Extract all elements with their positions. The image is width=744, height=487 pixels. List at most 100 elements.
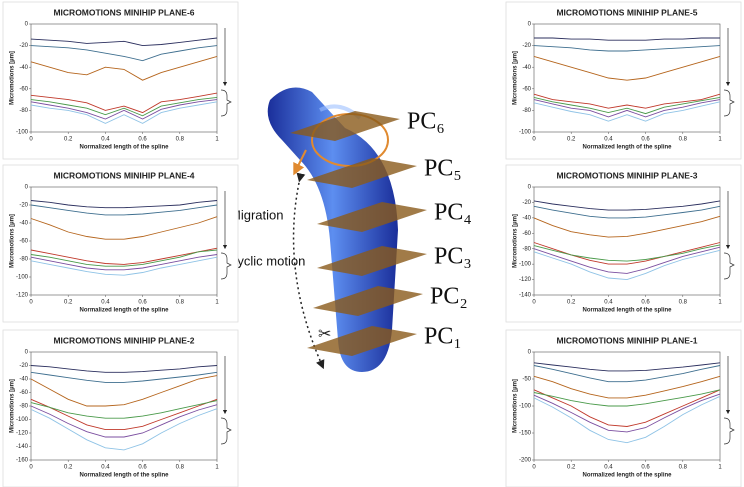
- y-tick-label: -60: [522, 86, 531, 92]
- x-tick-label: 0.2: [64, 465, 73, 471]
- series-line: [533, 93, 721, 109]
- y-tick-label: -100: [519, 262, 532, 268]
- planes: PC₆ PC₅ PC₄ PC₃ PC₂ PC₁ Migration Cyclic motion: [228, 109, 472, 356]
- y-tick-label: -100: [16, 417, 29, 423]
- panel-frame: [505, 329, 742, 487]
- series-line: [30, 92, 218, 114]
- y-tick-label: -20: [19, 43, 28, 49]
- x-axis-label: Normalized length of the spline: [79, 473, 169, 479]
- x-tick-label: 0.2: [64, 300, 73, 306]
- series-line: [30, 365, 218, 373]
- y-tick-label: -20: [522, 200, 531, 206]
- y-tick-label: -40: [522, 65, 531, 71]
- x-axis-label: Normalized length of the spline: [582, 308, 672, 314]
- series-line: [533, 395, 721, 444]
- x-tick-label: 0.6: [138, 465, 147, 471]
- panel-frame: [2, 329, 239, 487]
- series-line: [533, 242, 721, 265]
- cyclic-brace: [220, 89, 232, 117]
- y-tick-label: -40: [19, 377, 28, 383]
- y-tick-label: -100: [519, 404, 532, 410]
- x-tick-label: 0.8: [176, 137, 185, 143]
- y-tick-label: -160: [16, 458, 29, 464]
- x-tick-label: 0.8: [176, 465, 185, 471]
- series-line: [30, 249, 218, 267]
- series-line: [30, 55, 218, 81]
- x-axis-label: Normalized length of the spline: [582, 145, 672, 151]
- y-tick-label: -60: [19, 390, 28, 396]
- plot-area: [533, 186, 721, 296]
- series-line: [533, 389, 721, 407]
- x-tick-label: 1: [215, 137, 219, 143]
- y-tick-label: -40: [522, 215, 531, 221]
- y-tick-label: -140: [519, 293, 532, 299]
- series-line: [30, 216, 218, 240]
- y-tick-label: -80: [19, 257, 28, 263]
- y-tick-label: -20: [522, 43, 531, 49]
- y-tick-label: -100: [519, 130, 532, 136]
- plot-area: [30, 23, 218, 133]
- y-tick-label: 0: [25, 22, 29, 28]
- y-tick-label: -120: [16, 293, 29, 299]
- series-line: [30, 375, 218, 407]
- y-tick-label: -20: [19, 363, 28, 369]
- x-tick-label: 0: [532, 300, 536, 306]
- plane-label: PC₆: [407, 109, 445, 135]
- series-line: [30, 45, 218, 62]
- y-axis-label: Micromotions [µm]: [10, 379, 16, 433]
- series-line: [533, 215, 721, 238]
- y-tick-label: -140: [16, 444, 29, 450]
- chart-title: MICROMOTIONS MINIHIP PLANE-2: [53, 335, 194, 345]
- series-line: [533, 205, 721, 219]
- series-line: [533, 249, 721, 281]
- scissors-icon: ✂: [318, 326, 331, 343]
- chart-title: MICROMOTIONS MINIHIP PLANE-4: [53, 170, 194, 180]
- y-axis-label: Micromotions [µm]: [10, 51, 16, 105]
- series-line: [534, 37, 720, 41]
- cutting-plane: [317, 246, 427, 276]
- x-tick-label: 1: [215, 300, 219, 306]
- x-tick-label: 0.6: [641, 137, 650, 143]
- series-line: [30, 101, 218, 124]
- series-line: [30, 400, 218, 419]
- x-tick-label: 1: [718, 300, 722, 306]
- panel-frame: [505, 164, 742, 323]
- series-line: [533, 200, 721, 211]
- x-tick-label: 0: [29, 465, 33, 471]
- x-tick-label: 0: [29, 300, 33, 306]
- y-tick-label: -120: [16, 431, 29, 437]
- y-tick-label: 0: [25, 185, 29, 191]
- chart-title: MICROMOTIONS MINIHIP PLANE-6: [53, 7, 194, 17]
- y-tick-label: -60: [19, 239, 28, 245]
- cutting-plane: [290, 111, 400, 141]
- x-axis-label: Normalized length of the spline: [582, 473, 672, 479]
- series-line: [30, 408, 218, 451]
- series-line: [533, 246, 721, 274]
- series-line: [533, 362, 721, 372]
- plane-label: PC₅: [424, 156, 462, 182]
- x-tick-label: 1: [718, 465, 722, 471]
- x-tick-label: 0.2: [567, 300, 576, 306]
- series-line: [30, 256, 218, 276]
- cutting-plane: [307, 158, 417, 188]
- series-line: [533, 389, 721, 427]
- series-line: [30, 99, 218, 120]
- ring-arrow: [293, 149, 307, 176]
- cyclic-brace: [723, 417, 735, 445]
- chart-title: MICROMOTIONS MINIHIP PLANE-3: [556, 170, 697, 180]
- series-line: [533, 375, 721, 399]
- x-tick-label: 0: [29, 137, 33, 143]
- y-tick-label: -100: [16, 275, 29, 281]
- plot-area: [30, 186, 218, 296]
- y-tick-label: -20: [19, 203, 28, 209]
- y-axis-label: Micromotions [µm]: [513, 379, 519, 433]
- series-line: [30, 204, 218, 216]
- x-tick-label: 0.4: [604, 465, 613, 471]
- x-tick-label: 0.4: [101, 137, 110, 143]
- series-line: [30, 247, 218, 265]
- cyclic-brace: [220, 417, 232, 445]
